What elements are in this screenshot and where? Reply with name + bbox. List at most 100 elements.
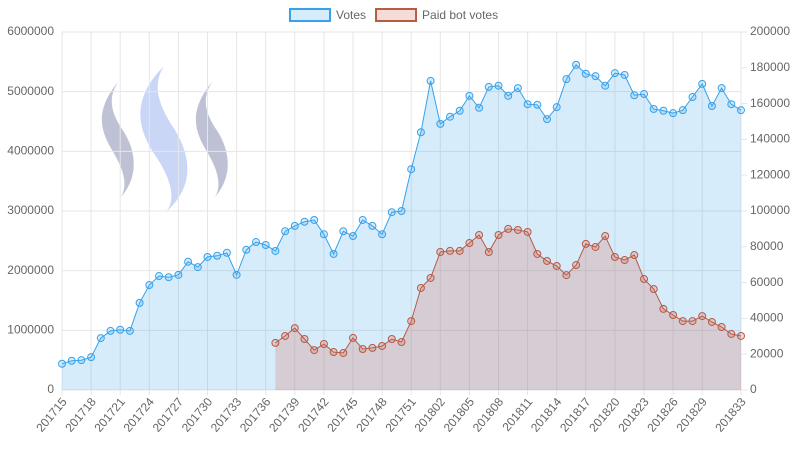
data-point xyxy=(475,103,484,112)
data-point xyxy=(106,326,115,335)
data-point xyxy=(378,230,387,239)
legend-label: Paid bot votes xyxy=(422,8,498,22)
x-tick-label: 201833 xyxy=(712,395,749,435)
data-point xyxy=(620,70,629,79)
data-point xyxy=(494,230,503,239)
data-point xyxy=(727,329,736,338)
data-point xyxy=(601,232,610,241)
data-point xyxy=(96,334,105,343)
data-point xyxy=(290,324,299,333)
data-point xyxy=(416,128,425,137)
data-point xyxy=(271,246,280,255)
legend-swatch xyxy=(375,8,418,22)
data-point xyxy=(581,239,590,248)
data-point xyxy=(426,273,435,282)
data-point xyxy=(455,246,464,255)
y2-tick-label: 100000 xyxy=(750,203,790,217)
data-point xyxy=(591,242,600,251)
y-tick-label: 2000000 xyxy=(7,263,54,277)
data-point xyxy=(174,270,183,279)
data-point xyxy=(125,326,134,335)
data-point xyxy=(484,247,493,256)
legend: Votes Paid bot votes xyxy=(289,8,498,22)
data-point xyxy=(407,165,416,174)
data-point xyxy=(659,304,668,313)
data-point xyxy=(678,317,687,326)
data-point xyxy=(446,246,454,255)
data-point xyxy=(378,341,387,350)
data-point xyxy=(349,232,357,241)
data-point xyxy=(591,72,600,81)
data-point xyxy=(649,285,658,294)
data-point xyxy=(552,261,561,270)
y2-tick-label: 140000 xyxy=(750,132,790,146)
legend-swatch xyxy=(289,8,331,22)
data-point xyxy=(164,273,173,282)
data-point xyxy=(300,334,309,343)
data-point xyxy=(640,90,648,99)
data-point xyxy=(465,91,474,100)
data-point xyxy=(543,256,551,265)
data-point xyxy=(300,217,309,226)
data-point xyxy=(698,312,707,321)
data-point xyxy=(349,333,357,342)
data-point xyxy=(319,339,328,348)
y-tick-label: 1000000 xyxy=(7,323,54,337)
data-point xyxy=(630,91,639,100)
series-area xyxy=(62,64,741,391)
data-point xyxy=(523,100,532,109)
y2-tick-label: 200000 xyxy=(750,24,790,38)
data-point xyxy=(669,310,678,319)
data-point xyxy=(562,75,571,84)
data-point xyxy=(358,215,367,224)
data-point xyxy=(610,253,619,262)
data-point xyxy=(397,207,406,215)
data-point xyxy=(610,69,619,78)
series-area xyxy=(275,228,741,390)
data-point xyxy=(484,82,493,91)
data-point xyxy=(368,343,377,352)
y-tick-label: 4000000 xyxy=(7,144,54,158)
data-point xyxy=(358,345,367,354)
data-point xyxy=(436,119,445,128)
data-point xyxy=(67,356,76,365)
data-point xyxy=(649,104,658,113)
data-point xyxy=(630,251,639,260)
data-point xyxy=(222,248,231,257)
y-tick-label: 5000000 xyxy=(7,84,54,98)
data-point xyxy=(77,356,86,365)
data-point xyxy=(659,106,668,115)
data-point xyxy=(116,325,125,334)
data-point xyxy=(727,100,736,109)
y2-tick-label: 60000 xyxy=(750,275,784,289)
data-point xyxy=(678,106,687,115)
data-point xyxy=(426,76,435,85)
data-point xyxy=(707,317,716,326)
data-point xyxy=(213,251,222,260)
data-point xyxy=(58,359,66,368)
data-point xyxy=(465,239,474,248)
data-point xyxy=(669,109,678,118)
legend-label: Votes xyxy=(336,8,366,22)
data-point xyxy=(339,227,348,236)
data-point xyxy=(232,270,241,279)
data-point xyxy=(310,215,319,224)
data-point xyxy=(698,79,707,88)
data-point xyxy=(640,275,648,284)
data-point xyxy=(475,230,484,239)
data-point xyxy=(446,112,454,121)
data-point xyxy=(290,221,299,230)
data-point xyxy=(319,230,328,239)
data-point xyxy=(242,245,251,254)
data-point xyxy=(407,317,416,326)
data-point xyxy=(707,101,716,110)
data-point xyxy=(572,261,581,270)
data-point xyxy=(455,106,464,115)
data-point xyxy=(523,227,532,236)
data-point xyxy=(155,272,163,281)
data-point xyxy=(87,353,96,362)
data-point xyxy=(193,263,202,272)
data-point xyxy=(533,100,542,109)
data-point xyxy=(620,256,629,265)
data-point xyxy=(572,60,581,69)
